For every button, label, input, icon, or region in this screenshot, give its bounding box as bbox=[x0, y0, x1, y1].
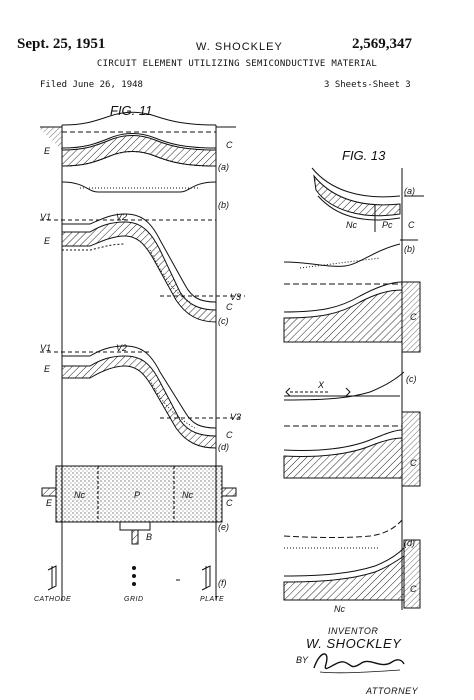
fig11-e-tag: (e) bbox=[218, 522, 229, 532]
fig13-b-tag: (b) bbox=[404, 244, 415, 254]
fig13-d-diagram bbox=[283, 519, 421, 609]
fig13-d-c: C bbox=[410, 584, 417, 594]
filed-date: Filed June 26, 1948 bbox=[40, 80, 143, 90]
fig13-a-nc: Nc bbox=[346, 220, 357, 230]
fig11-e-p: P bbox=[134, 490, 141, 500]
fig13-c1-c: C bbox=[410, 312, 417, 322]
fig11-d-left: E bbox=[44, 364, 51, 374]
fig11-b-diagram bbox=[61, 181, 217, 193]
inventor-name: W. SHOCKLEY bbox=[306, 636, 402, 651]
by-label: BY bbox=[296, 655, 309, 665]
fig11-label: FIG. 11 bbox=[110, 103, 153, 118]
fig11-c-v2: V2 bbox=[116, 212, 128, 222]
fig13-c2-diagram bbox=[283, 411, 421, 487]
fig11-e-base: B bbox=[146, 532, 153, 542]
fig13-c-x: X bbox=[318, 380, 325, 390]
fig11-e-right: C bbox=[226, 498, 233, 508]
fig11-c-tag: (c) bbox=[218, 316, 229, 326]
patent-title: CIRCUIT ELEMENT UTILIZING SEMICONDUCTIVE… bbox=[96, 59, 378, 69]
fig11-d-right: C bbox=[226, 430, 233, 440]
fig11-e-nc-right: Nc bbox=[182, 490, 193, 500]
fig11-c-left: E bbox=[44, 236, 51, 246]
fig11-d-v3: V3 bbox=[230, 412, 242, 422]
attorney-signature bbox=[313, 653, 405, 670]
fig11-a-left: E bbox=[44, 146, 51, 156]
fig11-d-v2: V2 bbox=[116, 343, 128, 353]
fig11-e-left: E bbox=[46, 498, 53, 508]
attorney-caption: ATTORNEY bbox=[366, 686, 419, 696]
fig13-c1-diagram bbox=[283, 281, 421, 353]
fig13-c-diagram bbox=[283, 371, 405, 401]
fig11-c-v3: V3 bbox=[230, 292, 242, 302]
fig11-f-tag: (f) bbox=[218, 578, 227, 588]
fig11-f-diagram bbox=[47, 565, 211, 591]
fig13-a-diagram bbox=[311, 167, 424, 232]
fig13-a-c: C bbox=[408, 220, 415, 230]
fig11-e-nc-left: Nc bbox=[74, 490, 85, 500]
fig11-a-tag: (a) bbox=[218, 162, 229, 172]
patent-number: 2,569,347 bbox=[352, 36, 412, 52]
fig11-c-right: C bbox=[226, 302, 233, 312]
fig11-b-tag: (b) bbox=[218, 200, 229, 210]
fig11-d-v1: V1 bbox=[40, 343, 52, 353]
sheet-count: 3 Sheets-Sheet 3 bbox=[324, 80, 411, 90]
fig11-c-v1: V1 bbox=[40, 212, 52, 222]
fig13-b-diagram bbox=[283, 239, 418, 269]
fig11-a-diagram bbox=[38, 111, 236, 167]
cathode-label: CATHODE bbox=[34, 596, 72, 603]
fig11-d-diagram bbox=[40, 345, 240, 449]
inventor-caption: INVENTOR bbox=[328, 626, 379, 636]
plate-label: PLATE bbox=[200, 596, 225, 603]
fig11-c-diagram bbox=[40, 213, 245, 323]
fig13-d-tag: (d) bbox=[404, 538, 415, 548]
fig11-d-tag: (d) bbox=[218, 442, 229, 452]
fig13-a-tag: (a) bbox=[404, 186, 415, 196]
inventor-header: W. SHOCKLEY bbox=[196, 41, 283, 53]
fig13-label: FIG. 13 bbox=[342, 148, 386, 163]
fig13-c-tag: (c) bbox=[406, 374, 417, 384]
fig13-d-nc: Nc bbox=[334, 604, 345, 614]
patent-date: Sept. 25, 1951 bbox=[17, 36, 106, 52]
fig13-a-pc: Pc bbox=[382, 220, 393, 230]
fig13-c2-c: C bbox=[410, 458, 417, 468]
grid-label: GRID bbox=[124, 596, 144, 603]
fig11-a-right: C bbox=[226, 140, 233, 150]
fig11-e-diagram bbox=[41, 465, 237, 545]
